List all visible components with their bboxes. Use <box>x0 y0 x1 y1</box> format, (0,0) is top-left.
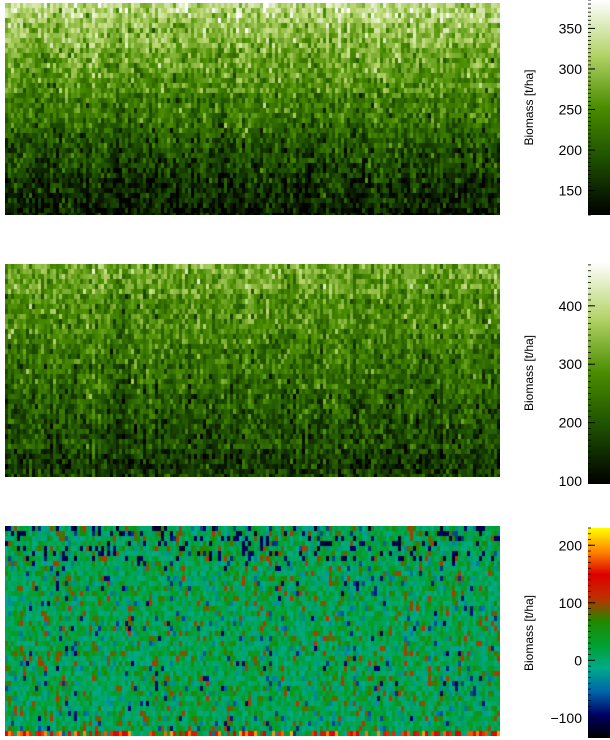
colorbar-tick-label: 300 <box>559 356 583 372</box>
heatmap-panel-2 <box>5 264 500 477</box>
heatmap-image-2 <box>5 264 500 477</box>
heatmap-image-1 <box>5 3 500 215</box>
heatmap-panel-3 <box>5 526 500 736</box>
colorbar-tick-label: 150 <box>559 183 583 199</box>
heatmap-panel-1 <box>5 3 500 215</box>
colorbar-tick-label: 350 <box>559 20 583 36</box>
colorbar-label: Biomass [t/ha] <box>522 595 536 671</box>
colorbar-tick-label: 200 <box>559 537 583 553</box>
colorbar-label: Biomass [t/ha] <box>522 69 536 145</box>
heatmap-image-3 <box>5 526 500 736</box>
colorbar-tick-label: 250 <box>559 102 583 118</box>
colorbar-label: Biomass [t/ha] <box>522 335 536 411</box>
colorbar-tick-label: 100 <box>559 473 583 489</box>
colorbar-3: −100 0 100 200 Biomass [t/ha] <box>522 527 610 738</box>
colorbar-2: 100 200 300 400 Biomass [t/ha] <box>522 262 610 489</box>
colorbar-tick-label: 400 <box>559 298 583 314</box>
colorbar-gradient <box>588 528 610 738</box>
colorbar-gradient <box>588 0 610 215</box>
colorbar-tick-label: 100 <box>559 595 583 611</box>
colorbar-gradient <box>588 262 610 484</box>
colorbar-tick-label: −100 <box>550 710 582 726</box>
colorbar-1: 150 200 250 300 350 Biomass [t/ha] <box>522 0 610 216</box>
colorbar-tick-label: 200 <box>559 415 583 431</box>
colorbar-tick-label: 200 <box>559 142 583 158</box>
colorbar-tick-label: 300 <box>559 61 583 77</box>
colorbar-tick-label: 0 <box>574 652 582 668</box>
